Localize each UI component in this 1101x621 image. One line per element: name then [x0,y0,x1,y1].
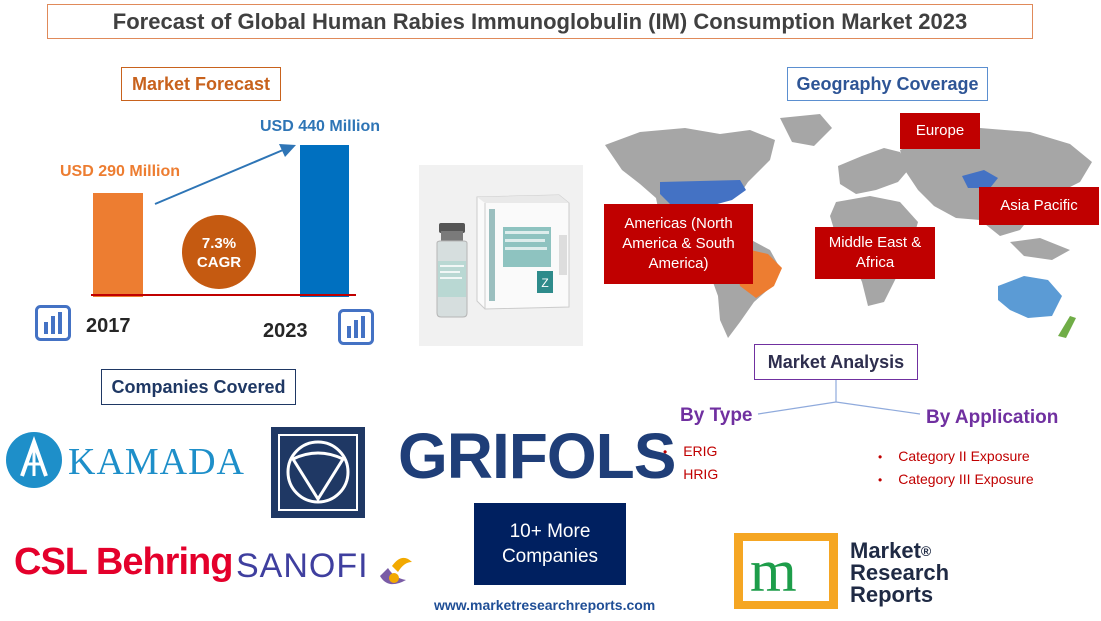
bar-chart-icon [35,305,71,341]
forecast-chart [91,144,356,297]
mongolia-highlight [962,170,998,188]
cagr-label: CAGR [196,254,242,271]
greenland-shape [780,114,832,146]
new-zealand-shape [1058,316,1076,338]
list-item: HRIG [663,463,718,486]
geography-coverage-heading: Geography Coverage [787,67,988,101]
website-link[interactable]: www.marketresearchreports.com [434,597,656,613]
growth-arrow-head [279,144,296,157]
year-2017: 2017 [86,315,131,337]
more-companies-badge: 10+ More Companies [474,503,626,585]
kamada-logo-text: KAMADA [68,441,245,483]
grifols-logo-text: GRIFOLS [398,420,676,492]
companies-covered-heading: Companies Covered [101,369,296,405]
list-item: ERIG [663,440,718,463]
region-middle-east-africa: Middle East & Africa [815,227,935,279]
asia-shape [900,128,1092,236]
mrr-line-1: Market® [850,538,932,563]
market-analysis-heading: Market Analysis [754,344,918,380]
cagr-text: 7.3% CAGR [182,234,256,272]
product-image: Z [419,165,583,346]
region-europe: Europe [900,113,980,149]
market-forecast-heading: Market Forecast [121,67,281,101]
mrr-line-3: Reports [850,582,934,607]
region-asia-pacific: Asia Pacific [979,187,1099,225]
cagr-circle [182,215,256,289]
svg-text:Z: Z [541,276,548,290]
list-item: Category III Exposure [878,468,1033,491]
growth-arrow [154,149,284,205]
bar-2017 [93,193,143,297]
csl-behring-logo-text: CSL Behring [14,541,233,583]
analysis-connector [757,380,921,415]
value-2023-label: USD 440 Million [260,118,381,135]
se-asia-shape [1010,238,1070,260]
bar-chart-icon [338,309,374,345]
world-map [605,114,1092,338]
mrr-line-2: Research [850,560,950,585]
bar-2023 [300,145,349,297]
kamada-logo-icon [6,432,62,488]
page-title: Forecast of Global Human Rabies Immunogl… [47,4,1033,39]
north-america-shape [605,128,775,234]
registered-mark: ® [920,543,932,559]
value-2017-label: USD 290 Million [60,163,181,180]
by-application-label: By Application [926,407,1059,428]
year-2023: 2023 [263,320,308,342]
cagr-value: 7.3% [201,235,237,252]
by-type-label: By Type [680,405,753,426]
sanofi-logo-text: SANOFI [236,547,369,585]
list-item: Category II Exposure [878,445,1034,468]
europe-shape [838,148,910,194]
usa-highlight [660,180,746,210]
product-illustration: Z [436,194,570,318]
application-list: Category II Exposure Category III Exposu… [878,445,1034,491]
sanofi-bird-icon [380,557,412,585]
australia-shape [998,276,1062,318]
company-emblem-logo [271,427,365,518]
type-list: ERIG HRIG [663,440,718,486]
mrr-logo-text: Market® Research Reports [850,540,949,606]
region-americas: Americas (North America & South America) [604,204,753,284]
mrr-logo-icon: m [734,533,838,609]
